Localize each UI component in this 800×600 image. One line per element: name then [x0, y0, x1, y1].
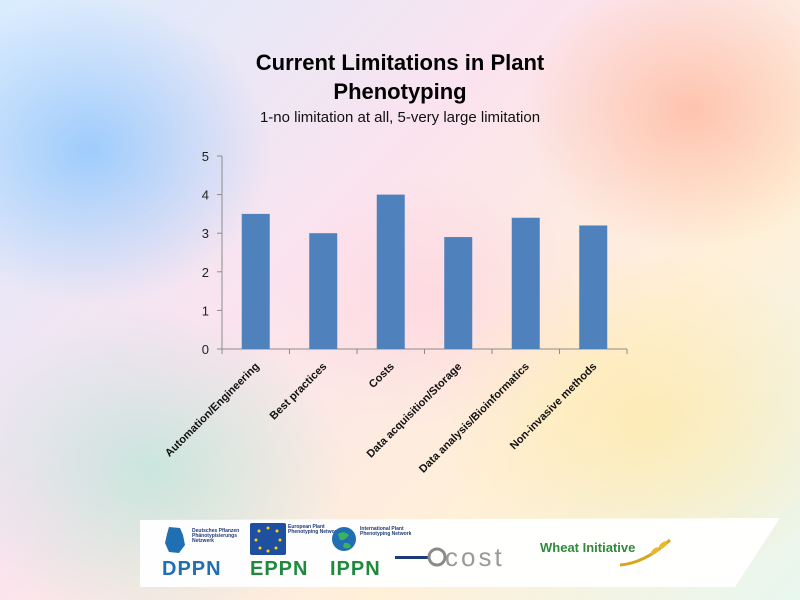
cost-logo: cost — [445, 542, 505, 572]
chart-axes — [217, 155, 628, 354]
dppn-caption: Deutsches Pflanzen Phänotypisierungs Net… — [192, 528, 240, 544]
chart-subtitle: 1-no limitation at all, 5-very large lim… — [259, 109, 541, 126]
ippn-caption: International Plant Phenotyping Network — [360, 526, 412, 537]
bar — [241, 213, 270, 349]
bar — [376, 194, 405, 349]
germany-map-icon — [165, 527, 185, 553]
y-tick-label: 0 — [202, 342, 209, 357]
bar — [511, 217, 540, 349]
dppn-logo: DPPN — [162, 558, 222, 580]
eppn-caption: European Plant Phenotyping Network — [288, 524, 340, 535]
x-tick-label: Costs — [367, 361, 397, 391]
chart-title-line-2: Phenotyping — [333, 79, 467, 104]
globe-icon — [332, 527, 356, 551]
x-tick-label: Automation/Engineering — [163, 361, 262, 460]
y-tick-labels: 0 1 2 3 4 5 — [202, 149, 209, 357]
bar-chart: 0 1 2 3 4 5 Automation/Engineering Best practi… — [163, 149, 628, 476]
wheat-icon — [619, 538, 672, 567]
wheat-initiative-logo: Wheat Initiative — [540, 540, 636, 555]
y-tick-label: 5 — [202, 149, 209, 164]
chart-bars — [241, 194, 608, 349]
chart-title: Current Limitations in Plant Phenotyping — [0, 48, 800, 106]
bar — [579, 225, 608, 349]
europe-stars-icon — [250, 523, 286, 555]
logo-footer: Deutsches Pflanzen Phänotypisierungs Net… — [0, 505, 800, 600]
y-tick-label: 1 — [202, 303, 209, 318]
bar — [444, 237, 473, 349]
footer-banner — [140, 518, 780, 587]
ippn-logo: IPPN — [330, 558, 381, 580]
x-tick-labels: Automation/Engineering Best practices Cost… — [163, 361, 599, 476]
x-tick-label: Best practices — [268, 361, 330, 423]
x-tick-label: Data analysis/Bioinformatics — [417, 361, 532, 476]
chart-title-line-1: Current Limitations in Plant — [255, 50, 545, 75]
cost-logo-mark — [395, 547, 447, 567]
y-tick-label: 2 — [202, 265, 209, 280]
bar — [309, 233, 338, 349]
y-tick-label: 4 — [202, 188, 209, 203]
y-tick-label: 3 — [202, 226, 209, 241]
eppn-logo: EPPN — [250, 558, 309, 580]
